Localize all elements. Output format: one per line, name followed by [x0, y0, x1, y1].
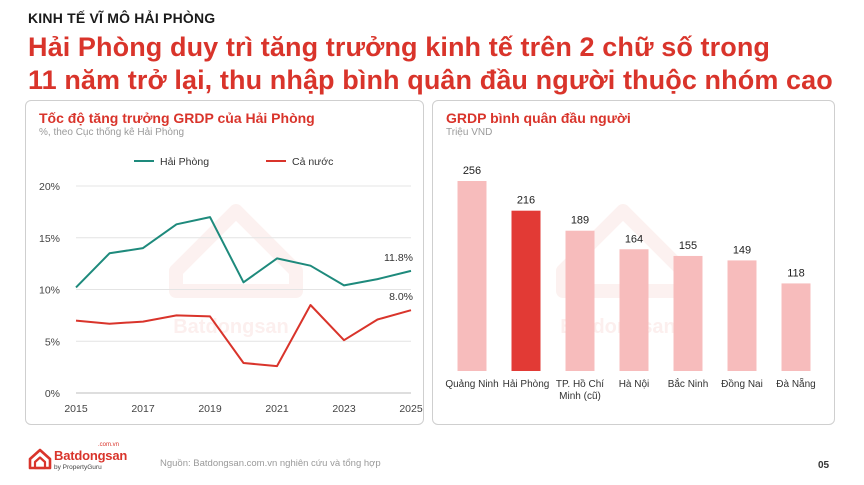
x-tick-label: 2025	[399, 403, 423, 415]
category-label: TP. Hồ Chí Minh (cũ)	[556, 378, 604, 402]
bar-value-label: 149	[733, 244, 751, 256]
x-tick-label: 2019	[198, 403, 222, 415]
bar-value-label: 216	[517, 195, 535, 207]
bar-value-label: 164	[625, 233, 643, 245]
series-line	[75, 304, 412, 368]
y-tick-label: 5%	[45, 336, 60, 348]
house-logo-icon	[28, 448, 52, 470]
logo-byline: by PropertyGuru	[54, 464, 102, 471]
bar-value-label: 118	[787, 267, 805, 279]
growth-line-chart: 0% 5% 10% 15% 20% 2015 2017 2019 2021 2023 2025 Hải…	[39, 156, 423, 415]
logo-domain: .com.vn	[98, 442, 120, 448]
x-tick-label: 2023	[332, 403, 356, 415]
grdp-chart-subtitle: Triệu VND	[446, 127, 493, 138]
y-tick-label: 20%	[39, 181, 60, 193]
grdp-bar-chart: 256 Quảng Ninh 216 Hải Phòng 189 TP. Hồ Chí Mi…	[445, 165, 815, 402]
bar	[565, 230, 595, 371]
y-tick-label: 10%	[39, 285, 60, 297]
growth-chart-title: Tốc độ tăng trưởng GRDP của Hải Phòng	[39, 110, 315, 126]
legend-label: Cả nước	[292, 156, 333, 168]
bar	[511, 210, 541, 371]
logo-name: Batdongsan	[54, 448, 128, 463]
bar	[673, 255, 703, 371]
bar	[457, 181, 487, 371]
y-tick-label: 0%	[45, 388, 60, 400]
category-label: Quảng Ninh	[445, 379, 498, 390]
batdongsan-logo[interactable]: Batdongsan .com.vn by PropertyGuru	[28, 442, 128, 476]
page-number: 05	[818, 460, 830, 471]
series-line	[75, 216, 412, 289]
legend-label: Hải Phòng	[160, 156, 209, 168]
category-label: Đồng Nai	[721, 378, 763, 390]
grdp-chart-title: GRDP bình quân đầu người	[446, 110, 631, 126]
x-tick-label: 2015	[64, 403, 88, 415]
section-kicker: KINH TẾ VĨ MÔ HẢI PHÒNG	[28, 10, 216, 26]
growth-chart-panel: Batdongsan Tốc độ tăng trưởng GRDP của H…	[25, 100, 424, 425]
series-end-label: 8.0%	[389, 291, 413, 303]
x-tick-label: 2017	[131, 403, 155, 415]
category-label: Đà Nẵng	[776, 377, 815, 390]
category-label: Hà Nội	[619, 379, 650, 390]
category-label: Hải Phòng	[503, 379, 550, 390]
bar-value-label: 256	[463, 165, 481, 177]
series-end-label: 11.8%	[384, 252, 413, 264]
x-tick-label: 2021	[265, 403, 289, 415]
y-tick-label: 15%	[39, 233, 60, 245]
bar	[619, 249, 649, 371]
category-label: Bắc Ninh	[668, 377, 709, 390]
source-note: Nguồn: Batdongsan.com.vn nghiên cứu và t…	[160, 458, 381, 469]
headline-line-1: Hải Phòng duy trì tăng trưởng kinh tế tr…	[28, 32, 771, 62]
page-headline: Hải Phòng duy trì tăng trưởng kinh tế tr…	[28, 31, 848, 97]
bar	[781, 283, 811, 371]
bar-value-label: 189	[571, 215, 589, 227]
grdp-per-capita-panel: Batdongsan GRDP bình quân đầu người Triệ…	[432, 100, 835, 425]
bar-value-label: 155	[679, 240, 697, 252]
growth-chart-subtitle: %, theo Cục thống kê Hải Phòng	[39, 127, 185, 138]
bar	[727, 260, 757, 371]
headline-line-2: 11 năm trở lại, thu nhập bình quân đầu n…	[28, 65, 833, 95]
